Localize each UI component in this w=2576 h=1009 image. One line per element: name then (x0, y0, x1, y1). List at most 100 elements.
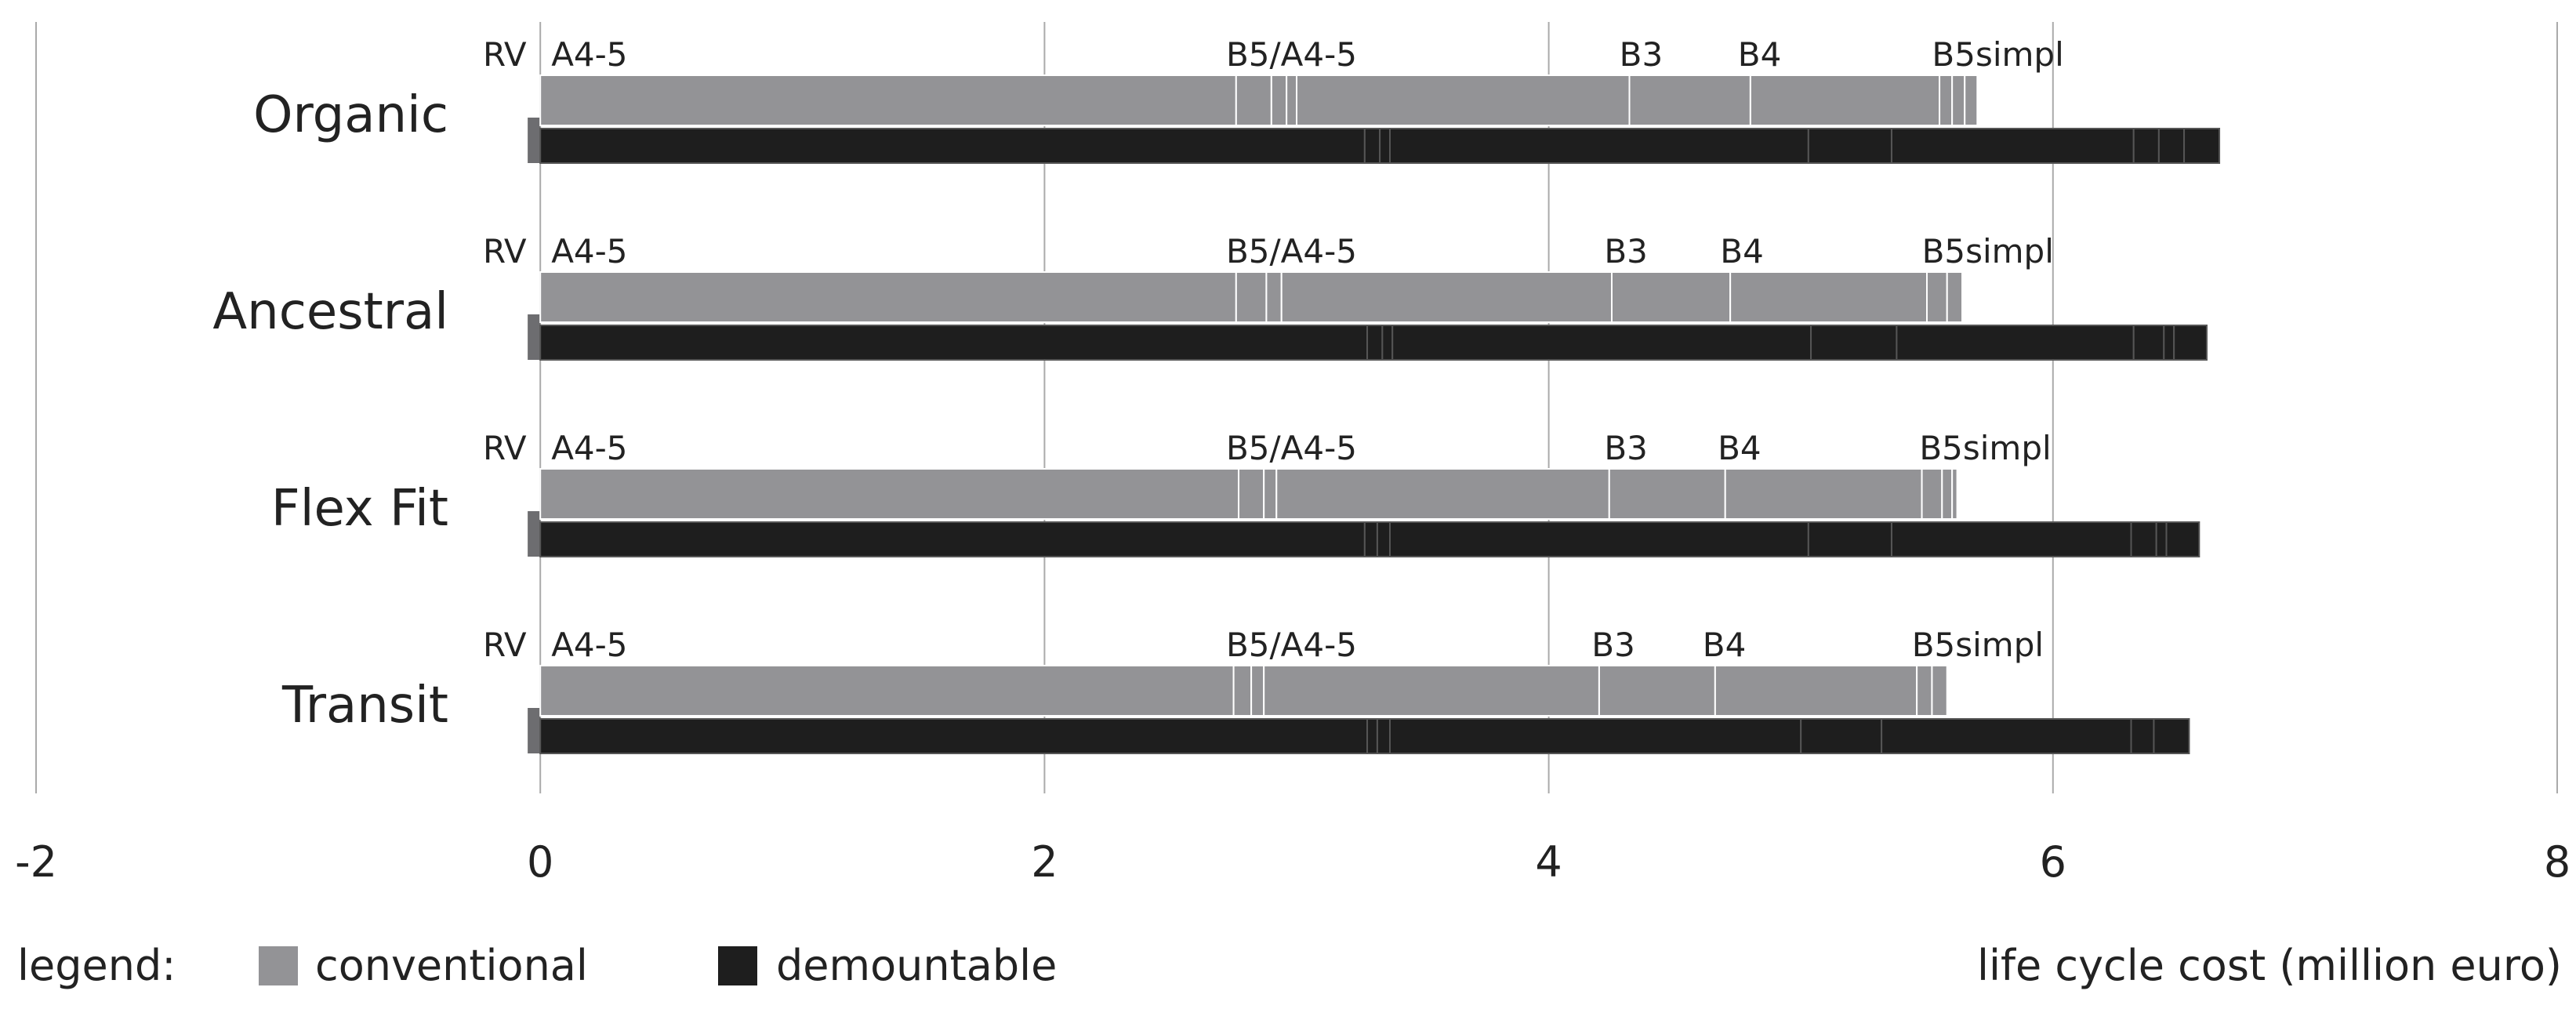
conventional-segment (539, 468, 1240, 520)
conventional-segment (539, 665, 1235, 717)
conventional-segment (1921, 468, 1943, 520)
segment-label: B5/A4-5 (1226, 35, 1357, 74)
conventional-segment (1235, 271, 1268, 323)
demountable-segment (2165, 521, 2200, 557)
segment-label: B3 (1620, 35, 1664, 74)
x-tick-label: 0 (527, 837, 553, 887)
demountable-segment (2155, 521, 2168, 557)
segment-label: B3 (1591, 626, 1635, 664)
segment-label: B4 (1720, 232, 1764, 270)
conventional-segment (1598, 665, 1716, 717)
demountable-segment (1896, 325, 2135, 361)
segment-label: B5simpl (1932, 35, 2063, 74)
segment-label-a45: A4-5 (551, 232, 627, 270)
conventional-segment (1628, 74, 1751, 126)
conventional-segment (1749, 74, 1941, 126)
conventional-segment (1964, 74, 1979, 126)
demountable-segment (539, 325, 1369, 361)
category-label: Transit (281, 677, 448, 735)
segment-label-rv: RV (483, 232, 527, 270)
demountable-segment (1366, 718, 1378, 754)
conventional-segment (1608, 468, 1726, 520)
legend-swatch-demountable (718, 946, 757, 985)
demountable-segment (1890, 128, 2135, 164)
segment-label-rv: RV (483, 626, 527, 664)
x-tick-label: 6 (2040, 837, 2066, 887)
conventional-segment (1931, 665, 1948, 717)
demountable-segment (1388, 718, 1802, 754)
demountable-segment (2157, 128, 2186, 164)
demountable-segment (539, 718, 1369, 754)
conventional-segment (1724, 468, 1923, 520)
segment-label: B5/A4-5 (1226, 429, 1357, 467)
segment-label-a45: A4-5 (551, 429, 627, 467)
demountable-segment (1881, 718, 2132, 754)
conventional-segment (1941, 468, 1954, 520)
segment-label: B3 (1604, 429, 1648, 467)
demountable-segment (1807, 521, 1892, 557)
x-tick-label: 4 (1535, 837, 1562, 887)
demountable-segment (1800, 718, 1883, 754)
conventional-segment (1275, 468, 1610, 520)
residual-value-bar (528, 511, 541, 557)
demountable-segment (2132, 325, 2165, 361)
bars (528, 74, 2221, 754)
conventional-segment (1946, 271, 1964, 323)
conventional-segment (1250, 665, 1265, 717)
residual-value-bar (528, 314, 541, 360)
demountable-segment (2132, 128, 2160, 164)
conventional-segment (1951, 74, 1966, 126)
category-label: Ancestral (212, 283, 448, 341)
demountable-segment (2130, 521, 2157, 557)
segment-label: B5/A4-5 (1226, 626, 1357, 664)
segment-label-rv: RV (483, 429, 527, 467)
segment-label: B5simpl (1922, 232, 2054, 270)
segment-label-a45: A4-5 (551, 35, 627, 74)
conventional-segment (1280, 271, 1613, 323)
conventional-segment (1939, 74, 1954, 126)
conventional-segment (539, 271, 1237, 323)
conventional-segment (539, 74, 1237, 126)
conventional-segment (1263, 468, 1278, 520)
demountable-segment (1376, 521, 1391, 557)
conventional-segment (1916, 665, 1933, 717)
conventional-segment (1232, 665, 1253, 717)
conventional-segment (1286, 74, 1297, 126)
segment-label-rv: RV (483, 35, 527, 74)
legend-swatch-conventional (259, 946, 298, 985)
labels: Organic RV A4-5 B5/A4-5 B3 B4 B5simpl Ancestral… (212, 35, 2063, 735)
demountable-segment (2163, 325, 2175, 361)
x-tick-label: 2 (1031, 837, 1058, 887)
conventional-segment (1729, 271, 1928, 323)
residual-value-bar (528, 708, 541, 753)
x-axis: -2 0 2 4 6 8 life cycle cost (million euro) (15, 837, 2571, 990)
legend: legend: conventional demountable (17, 941, 1057, 990)
demountable-segment (2153, 718, 2190, 754)
segment-label: B5simpl (1919, 429, 2051, 467)
category-label: Organic (253, 86, 448, 144)
legend-label-conventional: conventional (315, 941, 588, 990)
segment-label: B5simpl (1912, 626, 2044, 664)
conventional-segment (1926, 271, 1948, 323)
demountable-segment (1388, 128, 1809, 164)
demountable-segment (1388, 521, 1809, 557)
conventional-segment (1951, 468, 1958, 520)
category-label: Flex Fit (271, 480, 448, 538)
segment-label: B3 (1604, 232, 1648, 270)
x-tick-label: 8 (2544, 837, 2571, 887)
residual-value-bar (528, 118, 541, 163)
segment-label: B4 (1703, 626, 1747, 664)
conventional-segment (1296, 74, 1631, 126)
demountable-segment (2130, 718, 2155, 754)
segment-label: B4 (1738, 35, 1782, 74)
conventional-segment (1235, 74, 1272, 126)
legend-title: legend: (17, 941, 176, 990)
conventional-segment (1263, 665, 1600, 717)
legend-label-demountable: demountable (776, 941, 1057, 990)
segment-label-a45: A4-5 (551, 626, 627, 664)
demountable-segment (539, 521, 1366, 557)
demountable-segment (1807, 128, 1892, 164)
demountable-segment (1890, 521, 2132, 557)
conventional-segment (1238, 468, 1265, 520)
